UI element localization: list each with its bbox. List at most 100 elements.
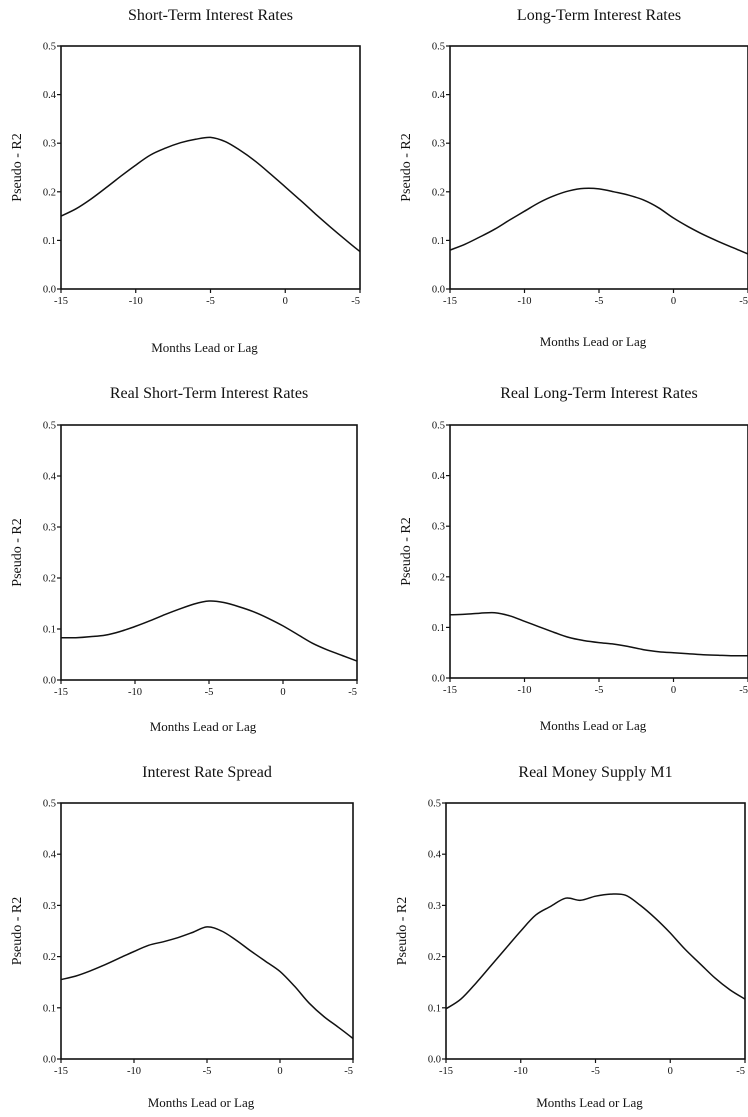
y-tick-label: 0.1 — [43, 625, 56, 636]
x-tick-label: -5 — [205, 687, 214, 698]
x-axis-label: Months Lead or Lag — [151, 340, 258, 355]
y-tick-label: 0.0 — [43, 285, 56, 296]
x-tick-label: -5 — [595, 685, 604, 696]
y-axis-label: Pseudo - R2 — [399, 517, 414, 585]
x-tick-label: -5 — [736, 1066, 745, 1077]
plot-frame — [449, 45, 748, 290]
chart-title: Long-Term Interest Rates — [517, 7, 681, 24]
y-tick-label: 0.5 — [43, 799, 56, 810]
y-tick-label: 0.2 — [432, 572, 445, 583]
x-tick-label: -10 — [127, 1066, 141, 1077]
x-tick-label: -10 — [518, 296, 532, 307]
x-tick-label: -15 — [54, 1066, 68, 1077]
x-axis-label: Months Lead or Lag — [540, 718, 647, 733]
x-tick-label: -15 — [54, 687, 68, 698]
x-tick-label: -5 — [348, 687, 357, 698]
y-tick-label: 0.4 — [43, 850, 57, 861]
x-axis-label: Months Lead or Lag — [540, 334, 647, 349]
y-tick-label: 0.4 — [432, 471, 446, 482]
y-tick-label: 0.5 — [43, 421, 56, 432]
x-tick-label: -10 — [128, 687, 142, 698]
series-line — [60, 600, 358, 662]
y-tick-label: 0.0 — [432, 285, 445, 296]
y-tick-label: 0.4 — [432, 90, 446, 101]
x-tick-label: -5 — [739, 296, 748, 307]
y-tick-label: 0.0 — [428, 1055, 441, 1066]
x-tick-label: -5 — [591, 1066, 600, 1077]
x-tick-label: -15 — [443, 685, 457, 696]
x-tick-label: -5 — [206, 296, 215, 307]
x-tick-label: -5 — [739, 685, 748, 696]
chart-title: Real Short-Term Interest Rates — [110, 385, 308, 402]
y-tick-label: 0.2 — [432, 187, 445, 198]
y-tick-label: 0.1 — [43, 236, 56, 247]
y-tick-label: 0.3 — [43, 901, 56, 912]
x-tick-label: -10 — [518, 685, 532, 696]
y-axis-label: Pseudo - R2 — [395, 897, 410, 965]
series-line — [449, 187, 748, 255]
x-tick-label: 0 — [277, 1066, 282, 1077]
x-tick-label: 0 — [668, 1066, 673, 1077]
x-tick-label: -15 — [443, 296, 457, 307]
y-tick-label: 0.2 — [43, 187, 56, 198]
y-tick-label: 0.2 — [43, 952, 56, 963]
y-tick-label: 0.0 — [432, 674, 445, 685]
x-tick-label: -15 — [54, 296, 68, 307]
series-line — [60, 926, 354, 1040]
chart-panel-5: Interest Rate Spread Months Lead or Lag Ps… — [10, 764, 354, 1110]
chart-panel-1: Short-Term Interest Rates Months Lead or … — [10, 7, 361, 355]
series-line — [60, 136, 361, 253]
y-tick-label: 0.1 — [43, 1003, 56, 1014]
chart-title: Real Long-Term Interest Rates — [500, 385, 697, 402]
y-axis-label: Pseudo - R2 — [399, 133, 414, 201]
y-tick-label: 0.1 — [428, 1003, 441, 1014]
x-tick-label: 0 — [280, 687, 285, 698]
y-tick-label: 0.3 — [43, 523, 56, 534]
plot-frame — [445, 802, 746, 1060]
y-axis-label: Pseudo - R2 — [10, 897, 25, 965]
chart-panel-6: Real Money Supply M1 Months Lead or Lag Ps… — [395, 764, 746, 1110]
x-tick-label: -15 — [439, 1066, 453, 1077]
chart-title: Real Money Supply M1 — [518, 764, 672, 781]
chart-panel-4: Real Long-Term Interest Rates Months Lead… — [399, 385, 748, 733]
chart-panel-3: Real Short-Term Interest Rates Months Lea… — [10, 385, 358, 734]
y-tick-label: 0.3 — [428, 901, 441, 912]
y-tick-label: 0.3 — [432, 522, 445, 533]
chart-panel-2: Long-Term Interest Rates Months Lead or L… — [399, 7, 748, 349]
y-tick-label: 0.5 — [432, 42, 445, 53]
y-tick-label: 0.5 — [43, 42, 56, 53]
y-tick-label: 0.1 — [432, 623, 445, 634]
x-tick-label: -5 — [351, 296, 360, 307]
y-tick-label: 0.4 — [428, 850, 442, 861]
plot-frame — [449, 424, 748, 679]
y-tick-label: 0.5 — [428, 799, 441, 810]
x-tick-label: -5 — [344, 1066, 353, 1077]
plot-frame — [60, 802, 354, 1060]
y-tick-label: 0.2 — [428, 952, 441, 963]
y-tick-label: 0.5 — [432, 421, 445, 432]
y-axis-label: Pseudo - R2 — [10, 518, 25, 586]
x-axis-label: Months Lead or Lag — [148, 1095, 255, 1110]
x-tick-label: 0 — [671, 685, 676, 696]
y-tick-label: 0.3 — [43, 139, 56, 150]
series-line — [449, 611, 748, 657]
x-tick-label: -5 — [595, 296, 604, 307]
chart-title: Short-Term Interest Rates — [128, 7, 293, 24]
x-tick-label: 0 — [671, 296, 676, 307]
y-tick-label: 0.3 — [432, 139, 445, 150]
y-tick-label: 0.2 — [43, 574, 56, 585]
x-tick-label: -10 — [129, 296, 143, 307]
y-tick-label: 0.0 — [43, 1055, 56, 1066]
series-line — [445, 893, 746, 1010]
y-tick-label: 0.0 — [43, 676, 56, 687]
y-axis-label: Pseudo - R2 — [10, 133, 25, 201]
x-tick-label: -5 — [203, 1066, 212, 1077]
x-axis-label: Months Lead or Lag — [536, 1095, 643, 1110]
x-tick-label: -10 — [514, 1066, 528, 1077]
x-axis-label: Months Lead or Lag — [150, 719, 257, 734]
y-tick-label: 0.4 — [43, 472, 57, 483]
y-tick-label: 0.4 — [43, 90, 57, 101]
plot-frame — [60, 45, 361, 290]
plot-frame — [60, 424, 358, 681]
